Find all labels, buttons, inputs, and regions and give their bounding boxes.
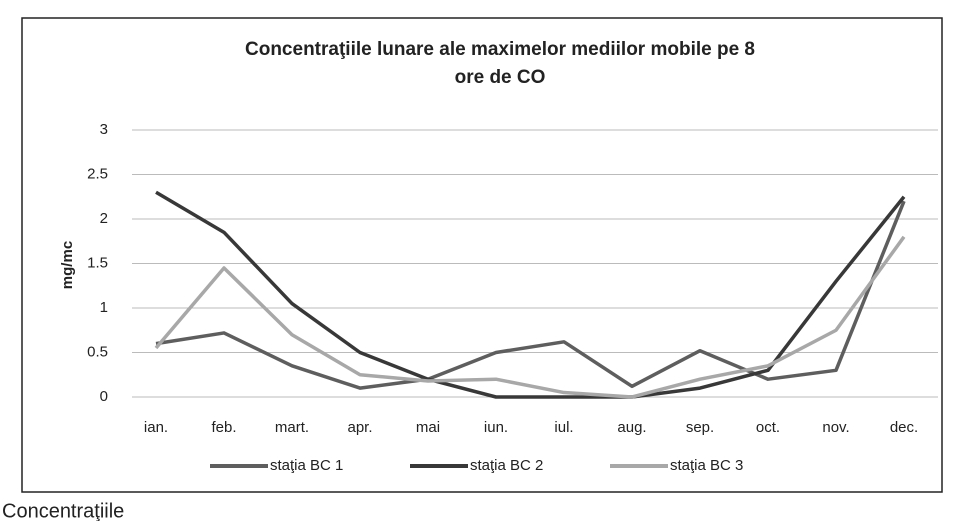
x-tick-label: mai bbox=[416, 419, 440, 436]
y-tick-label: 0.5 bbox=[87, 343, 108, 360]
chart-title: Concentraţiile lunare ale maximelor medi… bbox=[245, 39, 755, 60]
y-tick-label: 1 bbox=[100, 299, 108, 316]
y-tick-label: 0 bbox=[100, 388, 108, 405]
legend-label: staţia BC 3 bbox=[670, 457, 743, 474]
x-tick-label: aug. bbox=[617, 419, 646, 436]
chart-title: ore de CO bbox=[455, 67, 546, 88]
y-axis-label: mg/mc bbox=[59, 241, 76, 289]
x-tick-label: iul. bbox=[554, 419, 573, 436]
x-tick-label: apr. bbox=[347, 419, 372, 436]
x-tick-label: oct. bbox=[756, 419, 780, 436]
x-tick-label: sep. bbox=[686, 419, 714, 436]
y-tick-label: 3 bbox=[100, 121, 108, 138]
legend-label: staţia BC 2 bbox=[470, 457, 543, 474]
series-line bbox=[155, 190, 906, 399]
caption: Concentraţiile bbox=[2, 500, 124, 521]
x-tick-label: ian. bbox=[144, 419, 168, 436]
x-tick-label: nov. bbox=[822, 419, 849, 436]
x-tick-label: dec. bbox=[890, 419, 918, 436]
legend-label: staţia BC 1 bbox=[270, 457, 343, 474]
y-tick-label: 2.5 bbox=[87, 165, 108, 182]
x-tick-label: feb. bbox=[211, 419, 236, 436]
x-tick-label: iun. bbox=[484, 419, 508, 436]
series-line bbox=[155, 200, 906, 390]
chart-border bbox=[21, 17, 943, 493]
y-tick-label: 2 bbox=[100, 210, 108, 227]
y-tick-label: 1.5 bbox=[87, 254, 108, 271]
series-line bbox=[154, 235, 906, 399]
x-tick-label: mart. bbox=[275, 419, 309, 436]
